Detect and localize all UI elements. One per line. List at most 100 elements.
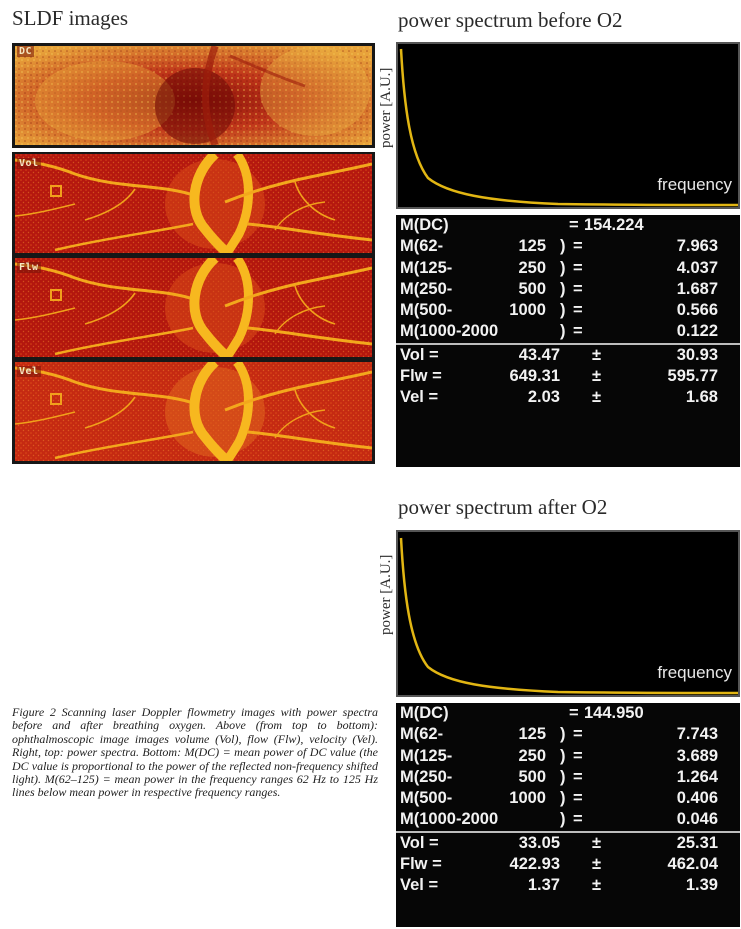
stat-row-flw: Flw = 422.93 ± 462.04	[396, 854, 740, 875]
stat-sd: 25.31	[676, 833, 718, 852]
spectrum-after-xlabel: frequency	[657, 663, 732, 682]
stat-mean: 33.05	[518, 833, 560, 852]
metric-label: M(125-	[400, 258, 453, 277]
metric-value: 0.046	[676, 810, 718, 829]
stat-label: Vel =	[400, 876, 439, 895]
metric-label: M(250-	[400, 279, 453, 298]
flw-roi-box	[50, 289, 62, 301]
stat-sd: 1.68	[685, 388, 718, 407]
metric-value: 0.566	[676, 301, 718, 320]
stat-mean: 422.93	[509, 855, 560, 874]
metric-range-upper: 500	[518, 767, 546, 786]
metric-row: M(500- 1000 ) = 0.406	[396, 788, 740, 809]
metric-range-upper: 125	[518, 725, 546, 744]
metric-close-paren: )	[560, 279, 566, 298]
vol-label: Vol	[17, 158, 41, 169]
metric-equals: =	[573, 301, 583, 320]
metric-range-upper: 1000	[509, 301, 546, 320]
dc-fundus-image	[15, 46, 372, 145]
metric-value: 7.743	[676, 725, 718, 744]
spectrum-after-curve	[399, 537, 738, 695]
vel-image	[15, 362, 372, 461]
spectrum-before-title: power spectrum before O2	[398, 8, 623, 32]
metric-label: M(1000-2000	[400, 810, 499, 829]
metric-equals: =	[569, 704, 579, 722]
metric-close-paren: )	[560, 810, 566, 829]
metric-value: 0.122	[676, 322, 718, 341]
spectrum-before-xlabel: frequency	[657, 175, 732, 194]
spectrum-before-chart	[399, 48, 738, 207]
metric-range-upper: 250	[518, 258, 546, 277]
metric-value: 1.264	[676, 767, 718, 786]
metric-equals: =	[573, 279, 583, 298]
stat-mean: 1.37	[527, 876, 560, 895]
stat-mean: 43.47	[518, 345, 560, 364]
stat-sd: 462.04	[667, 855, 718, 874]
flw-image	[15, 258, 372, 357]
metric-row: M(62- 125 ) = 7.743	[396, 724, 740, 745]
metric-close-paren: )	[560, 237, 566, 256]
stat-sd: 1.39	[685, 876, 718, 895]
metric-equals: =	[573, 767, 583, 786]
stat-label: Vel =	[400, 388, 439, 407]
vel-label: Vel	[17, 366, 41, 377]
metric-row: M(125- 250 ) = 3.689	[396, 746, 740, 767]
metric-label: M(1000-2000	[400, 322, 499, 341]
metric-label: M(250-	[400, 767, 453, 786]
metric-row: M(250- 500 ) = 1.687	[396, 279, 740, 300]
metric-close-paren: )	[560, 301, 566, 320]
perfusion-images-panel: Vol Flw Vel	[12, 152, 375, 464]
metric-value: 3.689	[676, 746, 718, 765]
metric-close-paren: )	[560, 322, 566, 341]
metric-equals: =	[573, 746, 583, 765]
spectrum-after-plot: frequency	[396, 530, 740, 697]
stat-row-vel: Vel = 2.03 ± 1.68	[396, 387, 740, 408]
metric-label: M(DC)	[400, 704, 449, 722]
metric-row: M(1000-2000 ) = 0.122	[396, 321, 740, 342]
dc-label: DC	[17, 46, 35, 57]
plus-minus: ±	[592, 388, 602, 407]
spectrum-before-plot: frequency	[396, 42, 740, 209]
stat-row-flw: Flw = 649.31 ± 595.77	[396, 366, 740, 387]
metric-range-upper: 1000	[509, 789, 546, 808]
stat-sd: 595.77	[667, 367, 718, 386]
metric-range-upper: 500	[518, 279, 546, 298]
metric-row: M(250- 500 ) = 1.264	[396, 767, 740, 788]
vol-roi-box	[50, 185, 62, 197]
metric-value: 7.963	[676, 237, 718, 256]
stat-row-vel: Vel = 1.37 ± 1.39	[396, 875, 740, 896]
stat-row-vol: Vol = 33.05 ± 25.31	[396, 830, 740, 854]
metric-range-upper: 250	[518, 746, 546, 765]
metric-value: 0.406	[676, 789, 718, 808]
metric-equals: =	[573, 810, 583, 829]
metric-label: M(125-	[400, 746, 453, 765]
dc-image-panel: DC	[12, 43, 375, 148]
metric-close-paren: )	[560, 258, 566, 277]
metric-close-paren: )	[560, 725, 566, 744]
spectrum-after-title: power spectrum after O2	[398, 495, 608, 519]
metric-equals: =	[569, 216, 579, 234]
metric-range-upper: 125	[518, 237, 546, 256]
stat-label: Vol =	[400, 345, 439, 364]
spectrum-before-curve	[399, 48, 738, 207]
spectrum-after-metrics: M(DC) = 144.950 M(62- 125 ) = 7.743 M(12…	[396, 703, 740, 927]
metric-equals: =	[573, 725, 583, 744]
vel-roi-box	[50, 393, 62, 405]
plus-minus: ±	[592, 876, 602, 895]
plus-minus: ±	[592, 345, 602, 364]
metric-close-paren: )	[560, 767, 566, 786]
metric-label: M(62-	[400, 725, 444, 744]
metric-value: 154.224	[584, 216, 644, 234]
vol-image	[15, 154, 372, 253]
plus-minus: ±	[592, 833, 602, 852]
metric-row: M(1000-2000 ) = 0.046	[396, 809, 740, 830]
metric-label: M(500-	[400, 789, 453, 808]
figure-caption: Figure 2 Scanning laser Doppler flowmetr…	[12, 705, 378, 800]
metric-equals: =	[573, 322, 583, 341]
spectrum-after-chart	[399, 537, 738, 695]
metric-row-dc: M(DC) = 144.950	[396, 703, 740, 724]
metric-label: M(62-	[400, 237, 444, 256]
plus-minus: ±	[592, 855, 602, 874]
stat-mean: 2.03	[527, 388, 560, 407]
metric-equals: =	[573, 237, 583, 256]
